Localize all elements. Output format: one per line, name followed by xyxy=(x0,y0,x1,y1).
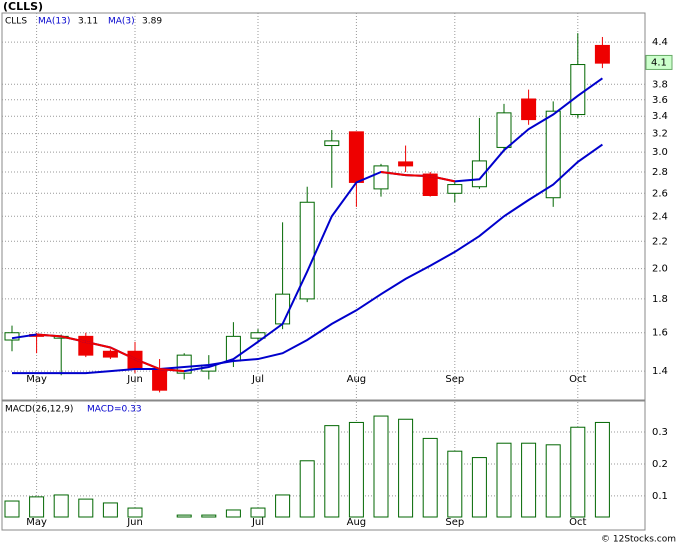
x-tick-label: Jun xyxy=(126,517,143,528)
ma-line xyxy=(12,143,603,375)
candle-body xyxy=(299,201,315,300)
candle-body xyxy=(348,131,364,183)
y-tick-label: 3.8 xyxy=(652,79,668,90)
x-tick-label: Aug xyxy=(347,374,367,385)
y-tick-label: 3.0 xyxy=(652,147,668,158)
ma-line-down xyxy=(60,335,87,343)
legend-ma13-value: 3.11 xyxy=(78,17,98,27)
candle-body xyxy=(496,112,512,148)
y-tick-label: 0.3 xyxy=(652,427,668,438)
bar xyxy=(53,494,69,518)
bar xyxy=(78,498,94,518)
bar xyxy=(176,514,192,518)
candle-body xyxy=(545,110,561,199)
candle-body xyxy=(521,98,537,121)
y-tick-label: 4.4 xyxy=(652,37,668,48)
x-tick-label: Sep xyxy=(445,374,464,385)
ma-line-down xyxy=(85,340,111,349)
candle-body xyxy=(594,44,610,64)
ma-line-down xyxy=(405,174,431,178)
x-tick-label: Oct xyxy=(569,374,586,385)
candle-body xyxy=(102,350,118,358)
x-tick-label: Aug xyxy=(347,517,367,528)
candle-body xyxy=(570,64,586,116)
legend-ma3-value: 3.89 xyxy=(142,17,162,27)
chart-title: (CLLS) xyxy=(3,0,43,13)
x-tick-label: Sep xyxy=(445,517,464,528)
legend-ma13: MA(13) xyxy=(38,17,70,27)
macd-annotation: MACD=0.33 xyxy=(87,405,142,415)
candle-body xyxy=(447,184,463,194)
x-tick-label: May xyxy=(26,517,47,528)
candle-body xyxy=(152,368,168,391)
bar xyxy=(127,507,143,518)
footer: © 12Stocks.com xyxy=(601,535,676,545)
bar xyxy=(275,494,291,518)
y-tick-label: 3.2 xyxy=(652,129,668,140)
macd-frame xyxy=(1,400,646,531)
bar xyxy=(545,444,561,518)
y-tick-label: 0.1 xyxy=(652,491,668,502)
macd-legend: MACD(26,12,9) xyxy=(5,405,73,415)
bar xyxy=(570,426,586,518)
last-price-label: 4.1 xyxy=(651,57,667,68)
ma-line-down xyxy=(380,170,406,177)
candle-body xyxy=(4,332,20,341)
x-tick-label: May xyxy=(26,374,47,385)
y-tick-label: 3.6 xyxy=(652,95,668,106)
ma-line-down xyxy=(36,333,62,338)
y-tick-label: 1.6 xyxy=(652,328,668,339)
x-tick-label: Jun xyxy=(126,374,143,385)
bar xyxy=(250,507,266,518)
y-tick-label: 2.8 xyxy=(652,167,668,178)
bar xyxy=(496,442,512,518)
bar xyxy=(102,502,118,518)
price-frame xyxy=(1,12,646,401)
bar xyxy=(225,509,241,518)
candle-body xyxy=(373,165,389,190)
y-tick-label: 3.4 xyxy=(652,111,668,122)
bar xyxy=(373,415,389,518)
ma-line-down xyxy=(429,175,456,183)
candle-body xyxy=(324,140,340,147)
candle-body xyxy=(275,293,291,325)
legend-ma3: MA(3) xyxy=(108,17,135,27)
ma-line-down xyxy=(134,358,160,370)
candle-body xyxy=(225,335,241,362)
bar xyxy=(422,437,438,518)
y-tick-label: 2.6 xyxy=(652,188,668,199)
candle-body xyxy=(78,335,94,356)
bar xyxy=(348,421,364,518)
y-tick-label: 1.8 xyxy=(652,294,668,305)
bar xyxy=(447,450,463,518)
bar xyxy=(594,421,610,518)
ma-line-down xyxy=(109,346,136,360)
y-tick-label: 2.4 xyxy=(652,211,668,222)
y-tick-label: 1.4 xyxy=(652,366,668,377)
y-tick-label: 0.2 xyxy=(652,459,668,470)
y-tick-label: 2.2 xyxy=(652,236,668,247)
bar xyxy=(471,457,487,518)
bar xyxy=(201,514,217,518)
bar xyxy=(29,496,45,518)
x-tick-label: Oct xyxy=(569,517,586,528)
last-price-box xyxy=(645,54,673,70)
bar xyxy=(324,425,340,518)
y-tick-label: 2.0 xyxy=(652,264,668,275)
x-tick-label: Jul xyxy=(251,517,264,528)
bar xyxy=(398,418,414,518)
bar xyxy=(299,460,315,518)
candle-body xyxy=(398,161,414,167)
candle-body xyxy=(176,354,192,374)
bar xyxy=(4,500,20,518)
candle-body xyxy=(250,332,266,339)
x-tick-label: Jul xyxy=(251,374,264,385)
ma-line-down xyxy=(159,368,185,373)
candle-body xyxy=(422,173,438,196)
legend-symbol: CLLS xyxy=(5,17,27,27)
bar xyxy=(521,442,537,518)
